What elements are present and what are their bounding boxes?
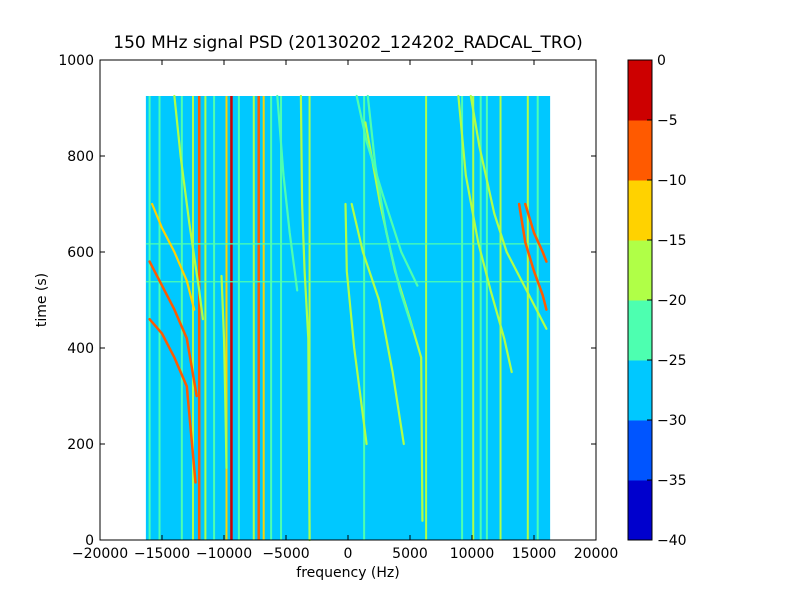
x-axis: −20000 −15000 −10000 −5000 0 5000 10000 15000 20… <box>72 60 618 562</box>
y-axis-label: time (s) <box>34 273 50 327</box>
colorbar-tick-label: −25 <box>657 353 687 369</box>
colorbar-band <box>628 480 652 541</box>
drift-signal-track <box>344 202 368 446</box>
colorbar-tick-label: −40 <box>657 533 687 549</box>
colorbar-band <box>628 180 652 241</box>
y-tick-label: 800 <box>67 149 94 165</box>
drift-signal-track <box>299 94 311 542</box>
x-tick-label: −20000 <box>72 546 128 562</box>
colorbar-tick-label: −10 <box>657 173 687 189</box>
x-tick-label: −10000 <box>196 546 252 562</box>
drift-signal-track <box>366 94 414 330</box>
heatmap-background <box>145 96 551 540</box>
y-tick-label: 0 <box>85 533 94 549</box>
x-tick-label: 15000 <box>512 546 557 562</box>
drift-signal-track <box>350 202 405 446</box>
drift-signal-track <box>148 260 198 398</box>
x-tick-label: 10000 <box>450 546 495 562</box>
colorbar-band <box>628 240 652 301</box>
colorbar-band <box>628 420 652 481</box>
drift-signal-track <box>173 94 204 321</box>
colorbar-tick-label: −5 <box>657 113 678 129</box>
x-tick-label: 20000 <box>574 546 619 562</box>
drift-signal-track <box>276 94 299 292</box>
colorbar-tick-label: −30 <box>657 413 687 429</box>
y-tick-label: 1000 <box>58 53 94 69</box>
colorbar-band <box>628 120 652 181</box>
drift-signal-track <box>148 317 197 484</box>
drift-signal-track <box>457 94 513 374</box>
colorbar-band <box>628 360 652 421</box>
colorbar: −40 −35 −30 −25 −20 −15 −10 −5 0 <box>627 53 687 549</box>
x-tick-label: 0 <box>344 546 353 562</box>
x-axis-label: frequency (Hz) <box>296 565 399 581</box>
drift-signal-track <box>355 94 419 287</box>
x-tick-label: −5000 <box>262 546 309 562</box>
drift-signal-track <box>151 202 196 311</box>
chart-title: 150 MHz signal PSD (20130202_124202_RADC… <box>113 33 582 53</box>
y-axis: 0 200 400 600 800 1000 <box>58 53 596 549</box>
colorbar-band <box>628 60 652 121</box>
colorbar-tick-label: −20 <box>657 293 687 309</box>
drift-signal-track <box>469 94 548 330</box>
colorbar-tick-label: −15 <box>657 233 687 249</box>
x-tick-label: 5000 <box>392 546 428 562</box>
drift-signal-track <box>517 202 548 311</box>
drift-signal-track <box>220 274 228 470</box>
y-tick-label: 200 <box>67 437 94 453</box>
x-tick-label: −15000 <box>134 546 190 562</box>
y-tick-label: 400 <box>67 341 94 357</box>
y-tick-label: 600 <box>67 245 94 261</box>
drift-signal-track <box>524 202 548 263</box>
colorbar-tick-label: −35 <box>657 473 687 489</box>
colorbar-tick-label: 0 <box>657 53 666 69</box>
colorbar-band <box>628 300 652 361</box>
heatmap-plot <box>145 94 551 542</box>
